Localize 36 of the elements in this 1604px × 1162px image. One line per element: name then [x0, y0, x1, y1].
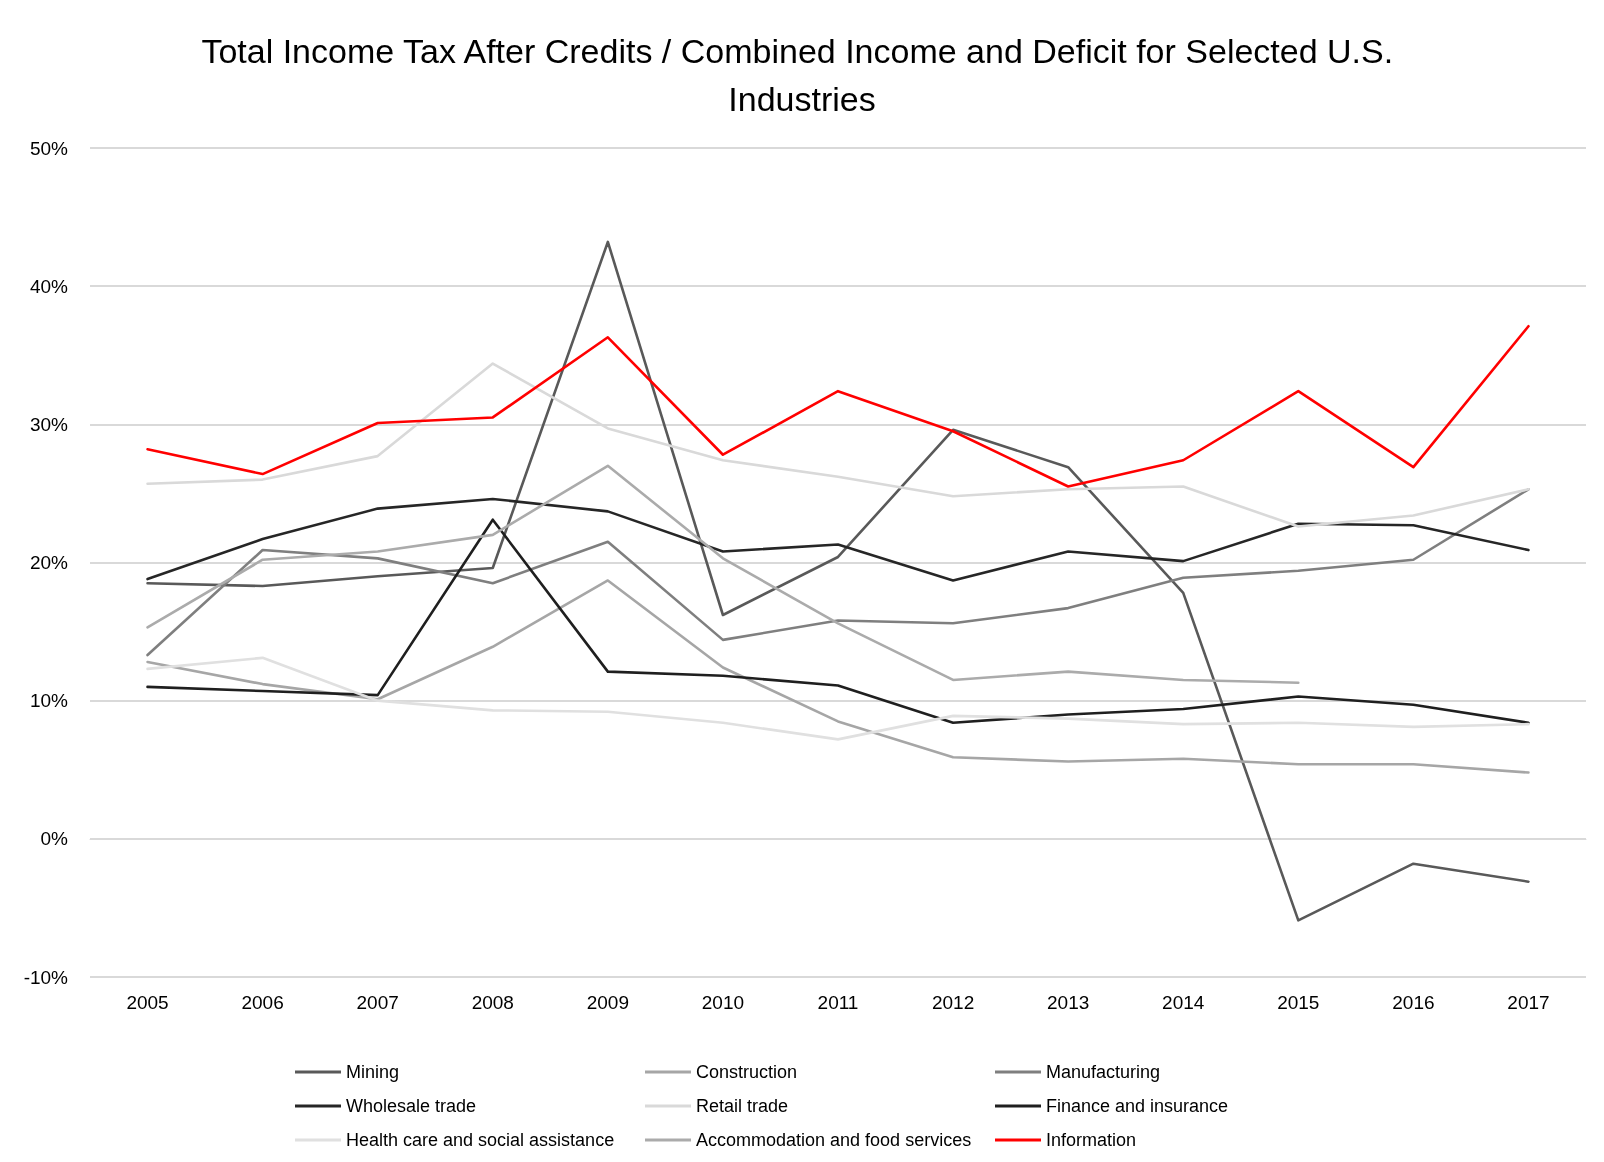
line-series — [146, 324, 1530, 488]
x-tick-label: 2013 — [1047, 992, 1090, 1013]
legend-label: Information — [1046, 1130, 1137, 1150]
legend-label: Retail trade — [696, 1096, 789, 1116]
legend-label: Manufacturing — [1046, 1062, 1161, 1082]
line-series — [146, 579, 1530, 774]
x-tick-label: 2011 — [817, 992, 859, 1013]
legend-label: Construction — [696, 1062, 798, 1082]
x-tick-label: 2015 — [1277, 992, 1320, 1013]
x-tick-label: 2005 — [126, 992, 169, 1013]
legend-label: Wholesale trade — [346, 1096, 477, 1116]
legend-label: Finance and insurance — [1046, 1096, 1229, 1116]
line-series — [146, 497, 1530, 582]
y-tick-label: 20% — [29, 552, 69, 573]
y-tick-label: 50% — [29, 137, 69, 159]
x-tick-label: 2008 — [471, 992, 514, 1013]
line-series — [146, 464, 1300, 685]
y-tick-label: 0% — [40, 828, 69, 850]
y-tick-label: 30% — [29, 413, 69, 435]
x-tick-label: 2017 — [1507, 992, 1550, 1013]
x-tick-label: 2009 — [586, 992, 629, 1013]
y-tick-label: 10% — [29, 690, 69, 712]
chart-title: Total Income Tax After Credits / Combined Income and Deficit for Selected U.S. Industries — [201, 32, 1403, 118]
y-tick-label: -10% — [23, 966, 69, 988]
x-tick-label: 2006 — [241, 992, 284, 1013]
x-tick-label: 2007 — [356, 992, 399, 1013]
legend-label: Mining — [346, 1062, 400, 1082]
line-series — [146, 240, 1530, 922]
x-tick-label: 2012 — [931, 992, 975, 1013]
legend-label: Health care and social assistance — [346, 1130, 615, 1150]
line-series — [146, 518, 1530, 725]
x-tick-label: 2014 — [1162, 992, 1205, 1013]
x-tick-label: 2010 — [701, 992, 745, 1013]
legend-label: Accommodation and food services — [696, 1130, 972, 1150]
x-tick-label: 2016 — [1392, 992, 1435, 1013]
y-tick-label: 40% — [29, 275, 69, 297]
